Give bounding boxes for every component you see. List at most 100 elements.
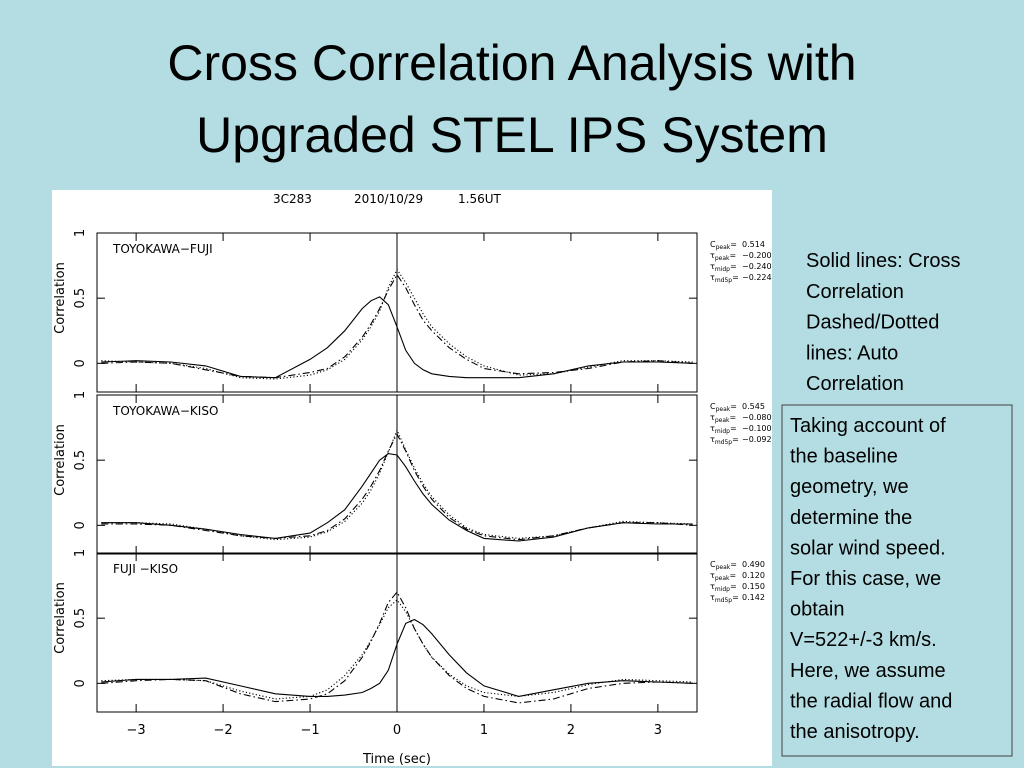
param-symbol: τ (710, 582, 715, 591)
box-line: the anisotropy. (790, 721, 920, 743)
box-line: determine the (790, 507, 912, 529)
figure: 3C283 2010/10/29 1.56UT 0 0.5 1 Correlation TOY… (53, 192, 772, 767)
param-symbol: τ (710, 571, 715, 580)
box-line: solar wind speed. (790, 537, 946, 559)
x-tick-label: −1 (300, 723, 319, 738)
param-value: −0.100 (742, 424, 772, 433)
parameter: τmd5p= (710, 593, 739, 604)
param-symbol: τ (710, 262, 715, 271)
box-line: Here, we assume (790, 660, 946, 682)
y-tick-label: 0 (73, 359, 88, 367)
x-tick-label: 1 (480, 723, 488, 738)
param-sub: peak (716, 564, 731, 571)
parameter: τpeak= (710, 251, 736, 262)
param-value: −0.092 (742, 435, 772, 444)
param-sub: midp (715, 586, 730, 593)
y-tick-label: 0.5 (73, 288, 88, 309)
text-box-border (781, 404, 1013, 757)
y-tick-label: 0.5 (73, 450, 88, 471)
param-value: −0.224 (742, 273, 772, 282)
figure-date: 2010/10/29 (354, 192, 423, 206)
param-sign: = (729, 251, 736, 260)
figure-time: 1.56UT (458, 192, 502, 206)
param-sign: = (730, 560, 737, 569)
correlation-line (101, 296, 693, 379)
parameter: τmd5p= (710, 273, 739, 284)
y-tick-label: 1 (73, 229, 88, 237)
x-tick-label: −3 (127, 723, 146, 738)
x-tick-label: 3 (654, 723, 662, 738)
box-line: the baseline (790, 446, 898, 468)
box-line: geometry, we (790, 476, 909, 498)
param-value: −0.240 (742, 262, 772, 271)
param-value: 0.490 (742, 560, 765, 569)
x-tick-label: −2 (214, 723, 233, 738)
param-sub: peak (715, 575, 730, 582)
correlation-line (101, 432, 693, 541)
param-sub: md5p (715, 277, 732, 284)
note-line: Correlation (806, 281, 904, 303)
y-axis-label: Correlation (53, 262, 68, 334)
param-symbol: C (710, 560, 716, 569)
param-symbol: C (710, 240, 716, 249)
param-sign: = (730, 582, 737, 591)
param-symbol: τ (710, 424, 715, 433)
parameter: τmd5p= (710, 435, 739, 446)
parameter: Cpeak= (710, 402, 737, 413)
param-symbol: τ (710, 413, 715, 422)
correlation-line (101, 599, 693, 700)
param-sub: peak (716, 406, 731, 413)
slide-title: Cross Correlation Analysis with (167, 35, 856, 91)
parameter: Cpeak= (710, 240, 737, 251)
param-sub: midp (715, 428, 730, 435)
panel-label: TOYOKAWA−KISO (112, 404, 218, 418)
parameter: τpeak= (710, 413, 736, 424)
param-sub: midp (715, 266, 730, 273)
note-line: Correlation (806, 373, 904, 395)
y-tick-label: 0.5 (73, 608, 88, 629)
x-axis-label: Time (sec) (362, 752, 431, 767)
param-sub: md5p (715, 597, 732, 604)
note-line: lines: Auto (806, 342, 898, 364)
param-symbol: τ (710, 251, 715, 260)
param-value: −0.080 (742, 413, 772, 422)
param-sign: = (730, 262, 737, 271)
param-value: 0.120 (742, 571, 765, 580)
param-value: −0.200 (742, 251, 772, 260)
correlation-line (101, 591, 693, 704)
param-sub: md5p (715, 439, 732, 446)
y-tick-label: 1 (73, 391, 88, 399)
param-value: 0.142 (742, 593, 765, 602)
y-tick-label: 0 (73, 679, 88, 687)
param-sign: = (732, 435, 739, 444)
box-line: Taking account of (790, 415, 946, 437)
note-line: Solid lines: Cross (806, 250, 961, 272)
box-line: For this case, we (790, 568, 941, 590)
panel-label: TOYOKAWA−FUJI (112, 242, 213, 256)
param-value: 0.150 (742, 582, 765, 591)
param-sign: = (729, 571, 736, 580)
parameter: τmidp= (710, 582, 737, 593)
param-symbol: τ (710, 435, 715, 444)
parameter: τmidp= (710, 262, 737, 273)
chart: 0 0.5 1 −3 −2 −1 0 1 2 3 Correlation Time (sec) FUJI… (53, 549, 765, 767)
y-axis-label: Correlation (53, 582, 68, 654)
param-sign: = (732, 593, 739, 602)
x-tick-label: 0 (393, 723, 401, 738)
param-symbol: τ (710, 593, 715, 602)
param-symbol: C (710, 402, 716, 411)
param-sign: = (730, 424, 737, 433)
correlation-line (101, 618, 693, 697)
box-line: obtain (790, 599, 845, 621)
param-sub: peak (715, 255, 730, 262)
box-line: the radial flow and (790, 690, 952, 712)
box-line: V=522+/-3 km/s. (790, 629, 937, 651)
y-tick-label: 0 (73, 521, 88, 529)
param-sign: = (729, 413, 736, 422)
param-sub: peak (716, 244, 731, 251)
parameter: τmidp= (710, 424, 737, 435)
correlation-line (101, 268, 693, 380)
